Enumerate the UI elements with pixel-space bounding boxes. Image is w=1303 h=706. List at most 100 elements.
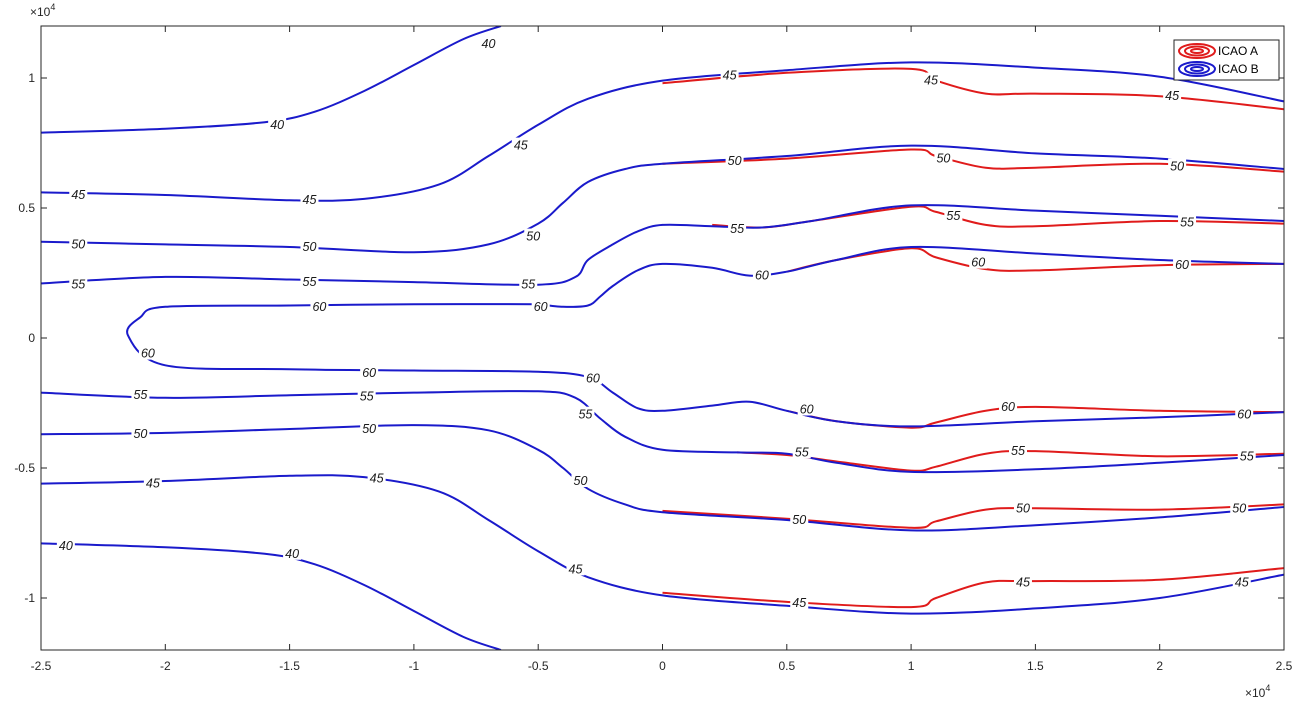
contour-label-background: [1173, 257, 1192, 272]
contour-label: 40: [270, 118, 284, 132]
contour-line-icao-b-55: [41, 204, 1284, 286]
contour-label-background: [576, 406, 595, 421]
y-tick-label: 1: [28, 71, 35, 85]
contour-label: 50: [71, 237, 85, 251]
contour-line-icao-a-45: [662, 67, 1284, 111]
contour-label: 60: [362, 366, 376, 380]
contour-label: 50: [792, 513, 806, 527]
contour-label: 55: [521, 278, 535, 292]
contour-label: 55: [578, 408, 592, 422]
contour-label: 50: [303, 240, 317, 254]
contour-label: 55: [1240, 449, 1254, 463]
contour-label: 45: [792, 596, 806, 610]
contour-label: 45: [723, 68, 737, 82]
contour-label-background: [921, 72, 940, 87]
y-axis: 1 0.5 0 -0.5 -1: [14, 71, 1284, 605]
contour-label: 60: [755, 269, 769, 283]
contour-label-background: [728, 220, 747, 235]
contour-labels: 40 40 45 45 45 45 45 45 50 50 50 50 50 50 55 55 55 55 55 55…: [56, 36, 1256, 610]
contour-line-icao-a-50: [662, 148, 1284, 173]
contour-label: 45: [1016, 575, 1030, 589]
contour-label-background: [300, 239, 319, 253]
contour-label: 45: [514, 139, 528, 153]
contour-label: 60: [141, 347, 155, 361]
contour-label-background: [934, 150, 953, 165]
contour-label-background: [531, 298, 550, 313]
contour-label: 50: [728, 154, 742, 168]
x-axis: -2.5 -2 -1.5 -1 -0.5 0 0.5 1 1.5 2 2.5: [31, 26, 1293, 673]
contour-label: 60: [312, 300, 326, 314]
x-tick-label: -0.5: [528, 659, 549, 673]
contour-label: 50: [362, 422, 376, 436]
x-tick-label: 1.5: [1027, 659, 1044, 673]
contour-label-background: [797, 401, 816, 416]
contour-label-background: [1230, 500, 1249, 515]
contour-label: 45: [1165, 89, 1179, 103]
x-exponent-label: ×104: [1245, 683, 1270, 700]
contour-line-icao-a-50: [662, 503, 1284, 529]
contour-label-background: [360, 365, 379, 380]
contour-label: 60: [1237, 408, 1251, 422]
contour-label-background: [725, 153, 744, 168]
contour-label-background: [571, 473, 590, 487]
contour-label: 50: [936, 152, 950, 166]
contour-label: 60: [800, 403, 814, 417]
contour-label: 55: [730, 222, 744, 236]
legend-swatch: [1190, 48, 1204, 54]
contour-label: 50: [1232, 501, 1246, 515]
contour-label-background: [752, 267, 771, 282]
contour-line-icao-b-50: [41, 424, 1284, 532]
contour-line-icao-b-55: [41, 390, 1284, 474]
contour-label-background: [69, 187, 88, 201]
contour-label-background: [1178, 214, 1197, 229]
x-tick-label: 2.5: [1276, 659, 1293, 673]
legend: ICAO A ICAO B: [1173, 39, 1280, 81]
contour-label-background: [1235, 406, 1254, 421]
legend-swatch: [1184, 63, 1210, 75]
contour-label: 45: [146, 477, 160, 491]
contour-label-background: [69, 276, 88, 291]
contour-label-background: [268, 116, 287, 131]
contour-label-background: [300, 192, 319, 207]
contour-label: 45: [924, 74, 938, 88]
contour-line-icao-b-60: [538, 245, 1284, 308]
legend-swatch: [1190, 66, 1204, 72]
contour-label-background: [511, 137, 530, 152]
contour-label-background: [360, 421, 379, 435]
contour-label: 55: [946, 209, 960, 223]
contour-label: 50: [133, 427, 147, 441]
contour-label-background: [56, 538, 75, 552]
y-tick-label: -1: [24, 591, 35, 605]
contour-label-background: [1013, 574, 1032, 589]
contour-label-background: [131, 426, 150, 441]
plot-area: [41, 26, 1284, 650]
contour-label: 40: [482, 37, 496, 51]
legend-swatch: [1178, 61, 1216, 77]
x-tick-label: -1.5: [279, 659, 300, 673]
y-tick-label: 0.5: [18, 201, 35, 215]
contour-label: 60: [534, 300, 548, 314]
contour-label: 50: [1016, 501, 1030, 515]
x-tick-label: -2: [160, 659, 171, 673]
x-tick-label: -1: [409, 659, 420, 673]
contour-label: 45: [71, 188, 85, 202]
contour-label-background: [1163, 88, 1182, 103]
y-exponent-label: ×104: [30, 2, 55, 19]
legend-swatch: [1178, 43, 1216, 59]
x-tick-label: 0.5: [778, 659, 795, 673]
contour-label-background: [283, 545, 302, 560]
contour-label: 45: [370, 471, 384, 485]
contour-label-background: [790, 595, 809, 610]
contour-label-background: [790, 512, 809, 526]
contour-line-icao-b-40: [41, 26, 502, 134]
contour-label-background: [479, 36, 498, 51]
legend-swatch: [1184, 45, 1210, 57]
contour-label-background: [792, 444, 811, 459]
contour-line-icao-b-45: [41, 474, 1284, 615]
contour-label-background: [1013, 500, 1032, 515]
contour-label: 50: [1170, 159, 1184, 173]
contour-label: 50: [526, 230, 540, 244]
legend-label: ICAO A: [1218, 44, 1258, 58]
contour-label: 55: [71, 278, 85, 292]
